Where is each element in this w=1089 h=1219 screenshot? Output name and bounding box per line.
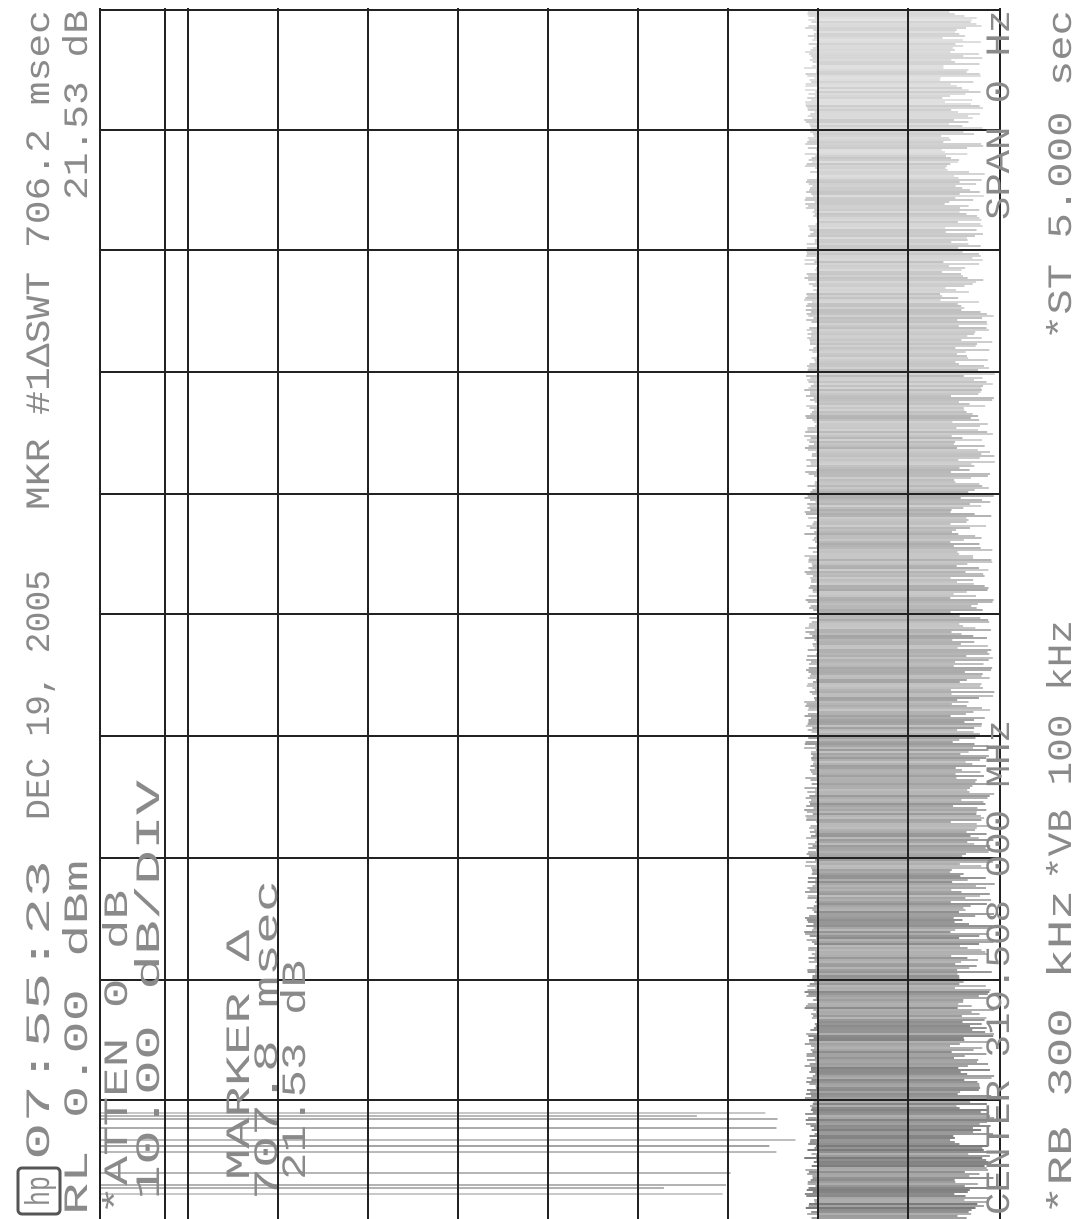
- graticule: [99, 8, 1001, 1219]
- center-freq: CENTER 319.508 000 MHz: [982, 720, 1020, 1215]
- vbw: *VB 100 kHz: [1044, 620, 1082, 880]
- marker-time: 707.8 msec: [250, 880, 288, 1200]
- labels: hp 07:55:23 DEC 19, 2005 MKR #1ΔSWT 706.2 m…: [22, 10, 1082, 1215]
- logo-box: [16, 1166, 62, 1216]
- sweep-time: *ST 5.000 sec: [1044, 10, 1082, 340]
- trace: [100, 9, 995, 1219]
- marker-db: 21.53 dB: [278, 960, 316, 1180]
- atten: *ATTEN 0 dB: [100, 890, 138, 1215]
- marker-label: MARKER Δ: [222, 929, 260, 1180]
- date: DEC 19, 2005: [22, 570, 60, 820]
- rbw: *RB 300 kHz: [1044, 890, 1082, 1215]
- logo: hp: [22, 1176, 60, 1206]
- marker-value: 21.53 dB: [60, 10, 98, 200]
- scale: 10.00 dB/DIV: [132, 779, 170, 1200]
- marker-readout: MKR #1ΔSWT 706.2 msec: [22, 10, 60, 510]
- ref-level: RL 0.00 dBm: [60, 860, 98, 1215]
- span: SPAN 0 Hz: [982, 10, 1020, 220]
- time: 07:55:23: [22, 860, 60, 1160]
